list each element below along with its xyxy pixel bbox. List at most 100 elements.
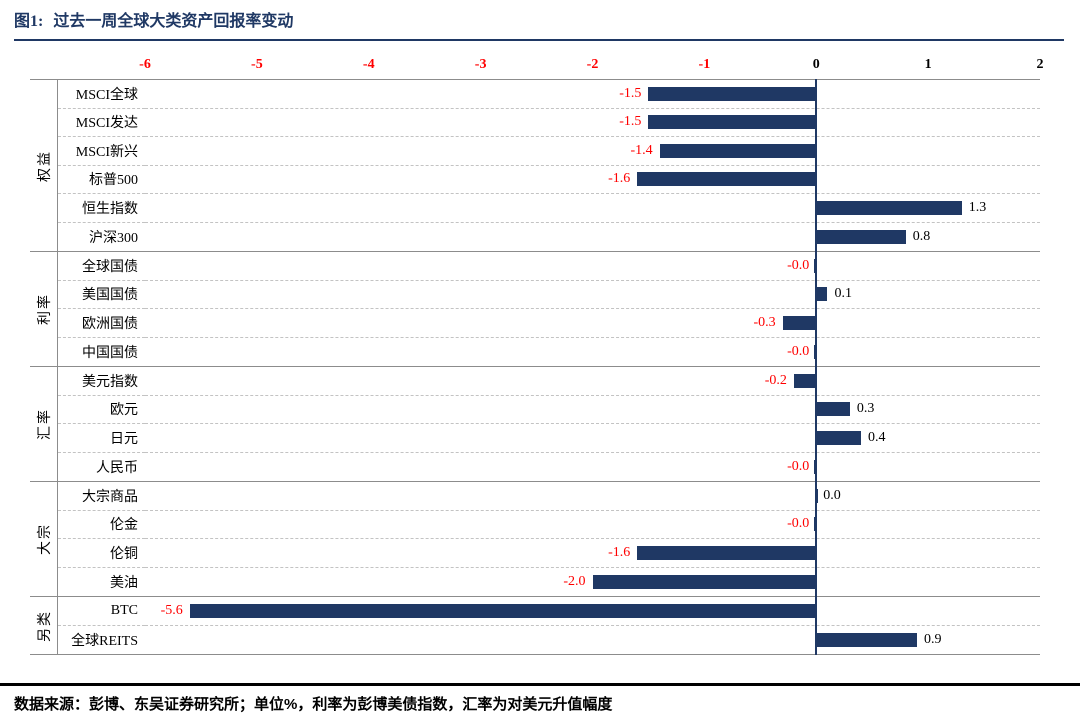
group-label-text: 利率: [37, 293, 53, 325]
plot-area: -1.4: [145, 136, 1040, 166]
bar: [782, 315, 817, 330]
value-label: -0.0: [787, 458, 810, 474]
plot-area: 0.8: [145, 221, 1040, 252]
chart-row: MSCI发达 -1.5: [58, 107, 1040, 137]
chart-group: 另类 BTC -5.6 全球REITS 0.9: [30, 596, 1040, 655]
chart-row: 恒生指数 1.3: [58, 193, 1040, 223]
category-label: 全球国债: [58, 252, 145, 281]
bar: [816, 200, 962, 215]
chart-body: 权益 MSCI全球 -1.5 MSCI发达 -1.5 MSCI新兴 -1.4 标普500 -1.…: [30, 79, 1040, 655]
plot-area: 0.9: [145, 624, 1040, 655]
group-label-text: 权益: [37, 149, 53, 182]
zero-line: [815, 481, 818, 511]
figure-footer: 数据来源：彭博、东吴证券研究所；单位%，利率为彭博美债指数，汇率为对美元升值幅度: [0, 683, 1080, 714]
zero-line: [815, 193, 818, 223]
plot-area: -5.6: [145, 596, 1040, 626]
chart-group: 利率 全球国债 -0.0 美国国债 0.1 欧洲国债 -0.3 中国国债 -0.0: [30, 251, 1040, 367]
bar: [816, 430, 861, 445]
value-label: -5.6: [160, 602, 183, 618]
value-label: -0.0: [787, 516, 810, 532]
bar: [637, 172, 817, 187]
category-label: 标普500: [58, 166, 145, 194]
chart-row: 大宗商品 0.0: [58, 481, 1040, 511]
group-label: 汇率: [30, 367, 58, 481]
chart-row: 美油 -2.0: [58, 566, 1040, 597]
chart-row: 美元指数 -0.2: [58, 366, 1040, 396]
zero-line: [815, 79, 818, 109]
plot-area: -1.6: [145, 538, 1040, 568]
plot-area: -1.5: [145, 79, 1040, 109]
bar: [659, 143, 817, 158]
zero-line: [815, 279, 818, 309]
bar: [816, 488, 819, 503]
bar: [816, 229, 906, 244]
value-label: -2.0: [563, 573, 586, 589]
value-label: -0.0: [787, 257, 810, 273]
zero-line: [815, 221, 818, 252]
category-label: 伦铜: [58, 539, 145, 568]
plot-area: -1.6: [145, 164, 1040, 194]
group-label: 权益: [30, 80, 58, 251]
value-label: 0.8: [912, 228, 931, 244]
x-axis-tick: -6: [139, 57, 151, 72]
zero-line: [815, 451, 818, 482]
category-label: 大宗商品: [58, 482, 145, 511]
chart-group: 大宗 大宗商品 0.0 伦金 -0.0 伦铜 -1.6 美油 -2.0: [30, 481, 1040, 597]
x-axis-tick: -4: [362, 57, 375, 72]
chart-group: 汇率 美元指数 -0.2 欧元 0.3 日元 0.4 人民币 -0.0: [30, 366, 1040, 482]
category-label: 美元指数: [58, 367, 145, 396]
plot-area: -0.0: [145, 251, 1040, 281]
value-label: 0.3: [856, 401, 875, 417]
category-label: 恒生指数: [58, 194, 145, 223]
group-label: 另类: [30, 597, 58, 654]
plot-area: -2.0: [145, 566, 1040, 597]
chart-row: 伦铜 -1.6: [58, 538, 1040, 568]
x-axis-tick: -3: [474, 57, 487, 72]
x-axis-tick: 2: [1036, 57, 1044, 72]
value-label: 1.3: [968, 199, 987, 215]
plot-area: 1.3: [145, 193, 1040, 223]
plot-area: -0.0: [145, 509, 1040, 539]
plot-area: -0.0: [145, 336, 1040, 367]
plot-area: 0.0: [145, 481, 1040, 511]
value-label: -1.5: [619, 114, 642, 130]
zero-line: [815, 164, 818, 194]
zero-line: [815, 336, 818, 367]
bar: [816, 287, 828, 302]
x-axis-tick: 0: [812, 57, 820, 72]
bar: [648, 86, 817, 101]
value-label: -0.3: [753, 314, 776, 330]
chart-row: MSCI全球 -1.5: [58, 79, 1040, 109]
x-axis: -6 -5 -4 -3 -2 -1 0 1 2: [139, 57, 1043, 79]
chart-row: BTC -5.6: [58, 596, 1040, 626]
x-axis-tick: -1: [698, 57, 711, 72]
chart-row: 全球REITS 0.9: [58, 624, 1040, 655]
category-label: 中国国债: [82, 345, 138, 361]
category-label: MSCI全球: [58, 80, 145, 109]
zero-line: [815, 423, 818, 453]
bar: [816, 632, 917, 647]
value-label: 0.1: [834, 286, 852, 302]
plot-area: -0.2: [145, 366, 1040, 396]
chart-row: 沪深300 0.8: [58, 221, 1040, 252]
chart-row: 人民币 -0.0: [58, 451, 1040, 482]
zero-line: [815, 566, 818, 597]
category-label: 伦金: [58, 511, 145, 539]
zero-line: [815, 596, 818, 626]
value-label: -0.0: [787, 343, 810, 359]
category-label: 日元: [58, 424, 145, 453]
bar: [592, 574, 817, 589]
chart-row: 标普500 -1.6: [58, 164, 1040, 194]
zero-line: [815, 538, 818, 568]
category-label: BTC: [58, 597, 145, 626]
bar: [816, 402, 850, 417]
figure-number-label: 图1:: [14, 13, 44, 30]
chart-row: 日元 0.4: [58, 423, 1040, 453]
chart-row: MSCI新兴 -1.4: [58, 136, 1040, 166]
group-label: 大宗: [30, 482, 58, 596]
zero-line: [815, 251, 818, 281]
bar: [637, 545, 817, 560]
x-axis-tick: -2: [586, 57, 599, 72]
value-label: 0.9: [923, 631, 942, 647]
